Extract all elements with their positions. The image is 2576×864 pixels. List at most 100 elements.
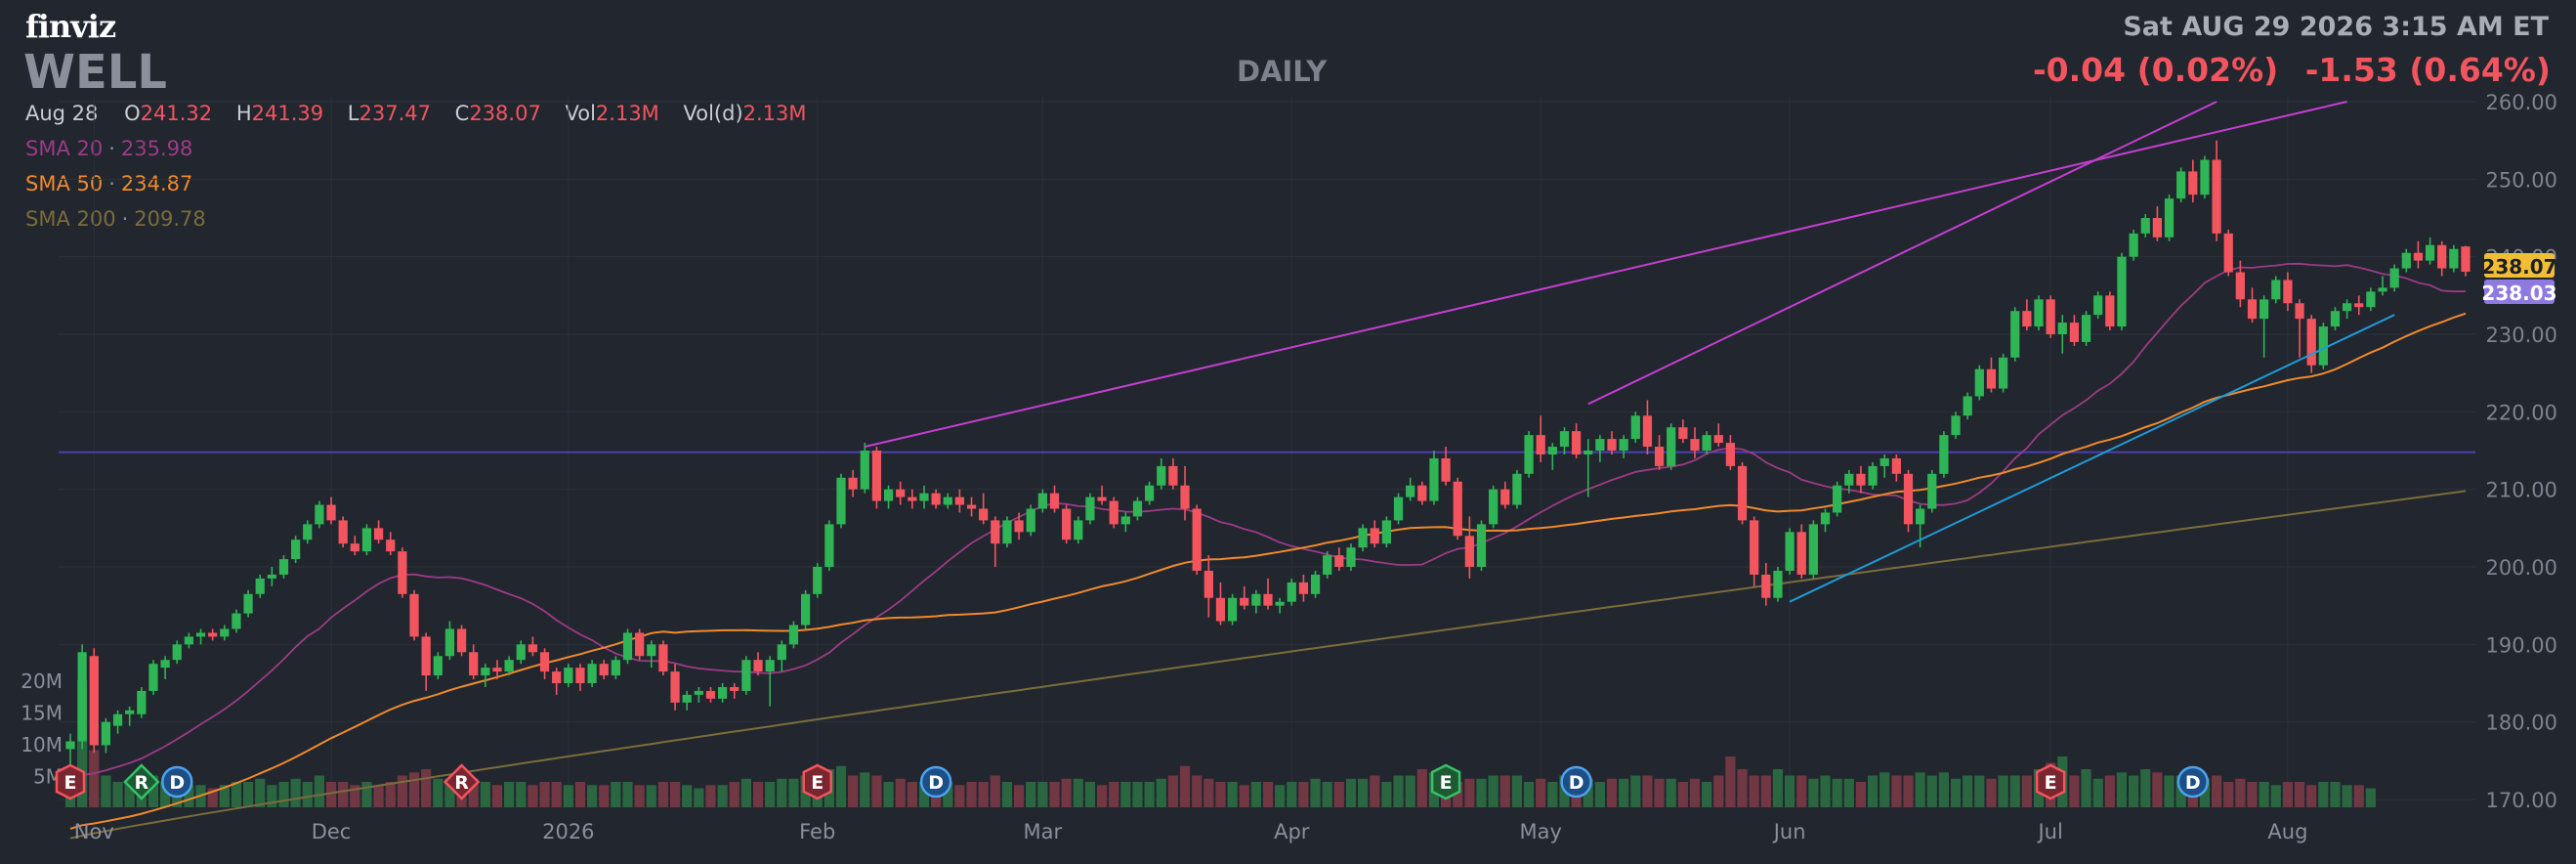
volume-bar xyxy=(1227,782,1238,807)
event-marker-dividend[interactable]: D xyxy=(160,765,193,799)
event-marker-earnings[interactable]: E xyxy=(55,763,86,800)
candle-body xyxy=(813,567,823,594)
candle-body xyxy=(421,636,431,676)
volume-bar xyxy=(599,785,610,807)
candle-body xyxy=(575,668,585,683)
x-axis-label: 2026 xyxy=(542,820,594,843)
sma20-legend[interactable]: SMA 20 · 235.98 xyxy=(25,137,193,160)
candle-body xyxy=(1607,439,1617,451)
volume-bar xyxy=(1096,785,1108,807)
candle-body xyxy=(504,660,514,672)
volume-bar xyxy=(468,778,479,807)
volume-bar xyxy=(1536,778,1546,807)
sma200-label: SMA 200 xyxy=(25,207,116,231)
candle-body xyxy=(2188,171,2198,195)
volume-bar xyxy=(314,775,325,807)
volume-bar xyxy=(528,785,538,807)
volume-bar xyxy=(1963,775,1973,807)
candle-body xyxy=(1275,601,1285,606)
candle-body xyxy=(1263,593,1273,606)
candle-body xyxy=(1773,570,1783,598)
volume-bar xyxy=(1204,778,1214,807)
candle-body xyxy=(824,524,834,567)
candle-body xyxy=(303,524,313,540)
event-marker-earnings[interactable]: E xyxy=(2035,763,2066,800)
volume-bar xyxy=(740,778,751,807)
volume-bar xyxy=(1239,785,1249,807)
candle-body xyxy=(2366,291,2376,308)
x-axis-label: Jun xyxy=(1772,820,1806,843)
volume-bar xyxy=(1843,778,1854,807)
volume-bar xyxy=(611,782,621,807)
volume-bar xyxy=(943,782,953,807)
volume-bar xyxy=(421,769,432,807)
volume-bar xyxy=(895,778,906,807)
trendline-upper-2 xyxy=(1587,101,2217,406)
volume-bar xyxy=(1760,775,1771,807)
candle-body xyxy=(338,520,348,544)
candle-body xyxy=(2057,323,2067,334)
volume-axis-label: 10M xyxy=(21,733,63,756)
event-marker-dividend[interactable]: D xyxy=(2176,765,2210,799)
volume-bar xyxy=(480,782,490,807)
volume-bar xyxy=(587,785,598,807)
volume-bar xyxy=(1453,782,1463,807)
volume-bar xyxy=(1499,775,1510,807)
candle-body xyxy=(2105,295,2115,327)
volume-bar xyxy=(231,782,242,807)
event-marker-earnings-green[interactable]: E xyxy=(1430,763,1461,800)
candle-body xyxy=(208,632,218,637)
sma50-legend[interactable]: SMA 50 · 234.87 xyxy=(25,172,193,195)
ohlc-readout: Aug 28 O241.32 H241.39 L237.47 C238.07 V… xyxy=(25,102,824,125)
volume-bar xyxy=(907,782,917,807)
candle-body xyxy=(1524,435,1534,474)
volume-bar xyxy=(101,775,111,807)
candle-body xyxy=(1500,489,1510,505)
event-marker-split-red[interactable]: R xyxy=(443,763,481,800)
candle-body xyxy=(1157,465,1166,486)
candle-body xyxy=(2152,218,2163,238)
volume-bar xyxy=(1167,775,1178,807)
finviz-logo[interactable]: finviz xyxy=(25,8,116,45)
candle-body xyxy=(1393,497,1404,521)
event-marker-earnings[interactable]: E xyxy=(802,763,832,800)
high-label: H xyxy=(235,102,252,125)
volume-bar xyxy=(1215,782,1226,807)
candle-body xyxy=(2069,323,2080,342)
volume-bar xyxy=(2069,775,2080,807)
volume-bar xyxy=(2129,775,2139,807)
volume-bar xyxy=(1950,778,1962,807)
split-icon xyxy=(123,763,160,800)
candle-body xyxy=(2164,198,2175,238)
candle-body xyxy=(361,528,372,552)
last-close-tag: 238.07 xyxy=(2481,252,2557,279)
volume-bar xyxy=(444,778,455,807)
timeframe-label[interactable]: DAILY xyxy=(1237,55,1328,88)
event-marker-dividend[interactable]: D xyxy=(919,765,952,799)
event-marker-dividend[interactable]: D xyxy=(1560,765,1592,799)
candle-body xyxy=(267,574,276,579)
candle-body xyxy=(966,504,977,509)
candle-body xyxy=(1097,497,1107,501)
volume-bar xyxy=(634,785,645,807)
candle-body xyxy=(800,593,811,626)
candle-body xyxy=(1168,465,1178,486)
sma20-price-tag: 238.03 xyxy=(2481,279,2557,305)
candle-body xyxy=(184,636,193,645)
candle-body xyxy=(2413,252,2424,261)
candle-body xyxy=(1240,597,1249,606)
volume-bar xyxy=(1879,772,1890,807)
event-marker-label: D xyxy=(2185,772,2201,794)
candle-body xyxy=(444,628,455,657)
event-marker-split[interactable]: R xyxy=(123,763,160,800)
event-marker-label: R xyxy=(135,772,149,794)
volume-bar xyxy=(1250,782,1261,807)
candle-body xyxy=(1654,447,1665,466)
candle-body xyxy=(2022,311,2032,327)
candle-body xyxy=(1868,465,1878,486)
volume-bar xyxy=(2164,775,2175,807)
volume-label: Vol xyxy=(565,102,596,125)
candle-body xyxy=(469,652,479,676)
sma200-legend[interactable]: SMA 200 · 209.78 xyxy=(25,207,206,231)
